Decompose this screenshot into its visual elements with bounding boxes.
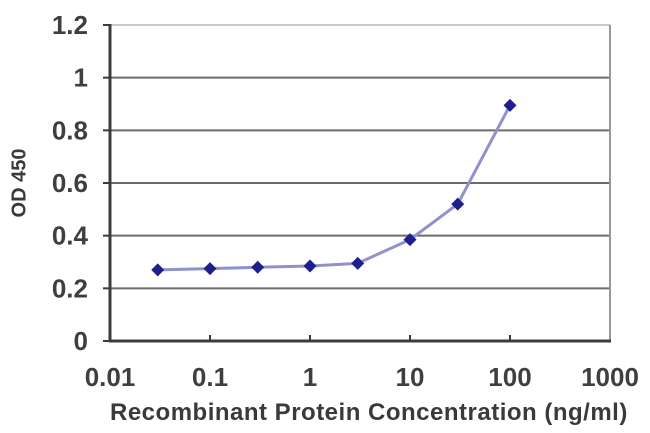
data-point-marker <box>151 263 165 277</box>
data-point-marker <box>403 233 417 247</box>
y-tick-label: 0.8 <box>52 115 88 145</box>
x-tick-label: 0.01 <box>85 362 136 392</box>
series-line <box>156 103 512 272</box>
y-tick-label: 0.6 <box>52 168 88 198</box>
x-tick-label: 0.1 <box>192 362 228 392</box>
data-point-marker <box>303 259 317 273</box>
x-tick-label: 10 <box>396 362 425 392</box>
y-tick-label: 0.2 <box>52 273 88 303</box>
y-tick-label: 1 <box>74 63 88 93</box>
y-tick-label: 1.2 <box>52 10 88 40</box>
x-tick-label: 1000 <box>581 362 639 392</box>
y-tick-label: 0 <box>74 326 88 356</box>
x-axis-title: Recombinant Protein Concentration (ng/ml… <box>110 399 628 426</box>
y-tick-label: 0.4 <box>52 221 89 251</box>
x-tick-label: 1 <box>303 362 317 392</box>
data-point-marker <box>503 98 517 112</box>
data-point-marker <box>351 256 365 270</box>
data-point-marker <box>451 197 465 211</box>
y-axis-title: OD 450 <box>8 148 31 218</box>
data-point-marker <box>203 262 217 276</box>
data-point-marker <box>251 260 265 274</box>
x-tick-label: 100 <box>488 362 531 392</box>
